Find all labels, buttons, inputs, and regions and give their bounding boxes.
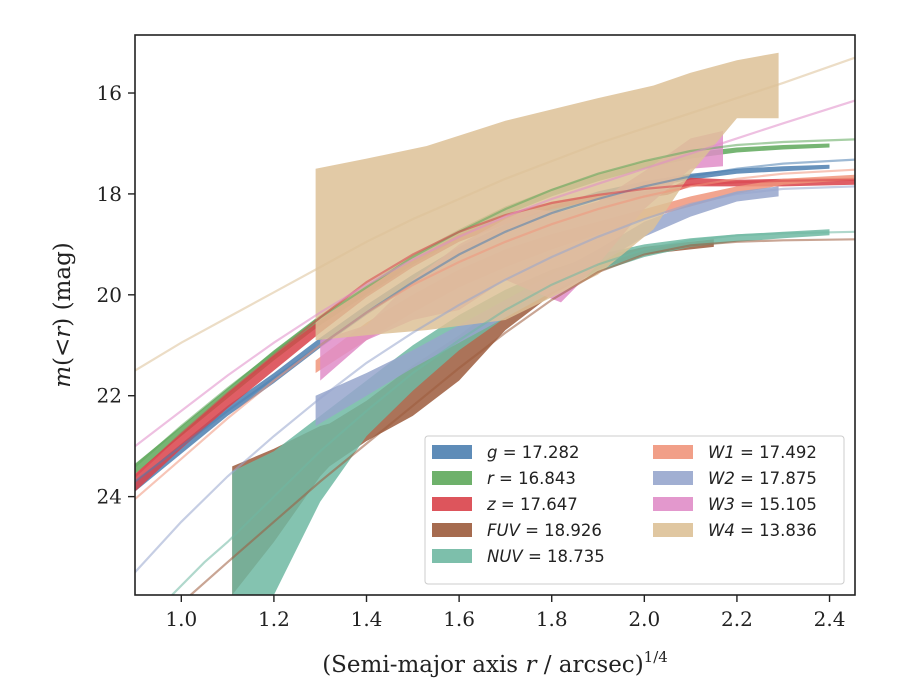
- legend-label-z: z = 17.647: [486, 495, 578, 514]
- legend-frame: [424, 435, 845, 585]
- legend-series-value: = 17.875: [735, 469, 817, 488]
- legend-series-value: = 17.282: [497, 443, 579, 462]
- x-axis-label: (Semi-major axis r / arcsec)1/4: [322, 648, 668, 678]
- y-tick-label: 18: [97, 182, 122, 206]
- legend-series-value: = 17.647: [496, 495, 578, 514]
- legend-swatch-w2: [653, 471, 693, 485]
- y-tick-label: 22: [97, 384, 122, 408]
- legend-swatch-w4: [653, 523, 693, 537]
- legend-label-w1: W1 = 17.492: [708, 443, 817, 462]
- legend-swatch-nuv: [432, 549, 472, 563]
- fit-curve-w2: [135, 185, 855, 574]
- fit-curves: [135, 56, 855, 595]
- legend-series-value: = 13.836: [735, 521, 817, 540]
- legend-series-value: = 17.492: [735, 443, 817, 462]
- x-tick-label: 1.8: [536, 607, 568, 631]
- fit-curve-nuv: [171, 230, 855, 595]
- x-tick-label: 1.6: [443, 607, 475, 631]
- legend-label-r: r = 16.843: [487, 469, 576, 488]
- legend-label-nuv: NUV = 18.735: [487, 547, 605, 566]
- legend-series-name: z: [486, 495, 496, 514]
- legend-series-name: g: [487, 443, 497, 462]
- fit-curve-r: [135, 138, 855, 468]
- legend-swatch-z: [432, 497, 472, 511]
- legend-series-value: = 18.735: [523, 547, 605, 566]
- legend-series-name: FUV: [487, 521, 522, 540]
- x-tick-label: 1.0: [165, 607, 197, 631]
- x-axis-label-text: (Semi-major axis: [322, 652, 525, 678]
- legend-series-name: W2: [708, 469, 735, 488]
- legend-series-name: W4: [708, 521, 735, 540]
- legend-label-w4: W4 = 13.836: [708, 521, 817, 540]
- x-tick-label: 1.2: [258, 607, 290, 631]
- y-axis-label-text: ) (mag): [50, 242, 76, 326]
- y-tick-label: 20: [97, 283, 122, 307]
- x-tick-label: 2.4: [814, 607, 846, 631]
- x-tick-label: 2.0: [628, 607, 660, 631]
- y-axis-label-var: m: [50, 366, 76, 388]
- fit-curve-g: [135, 158, 855, 483]
- legend-swatch-w3: [653, 497, 693, 511]
- plot-frame: [134, 34, 856, 596]
- legend-series-value: = 18.926: [520, 521, 602, 540]
- fit-curve-w1: [135, 168, 855, 500]
- legend-series-name: W3: [708, 495, 735, 514]
- x-axis-label-var: r: [525, 652, 538, 678]
- legend-swatch-w1: [653, 445, 693, 459]
- x-axis-label-sup: 1/4: [644, 648, 668, 666]
- x-tick-label: 1.4: [351, 607, 383, 631]
- x-axis-ticks: 1.0 1.2 1.4 1.6 1.8 2.0 2.2 2.4: [165, 595, 845, 631]
- legend-swatch-fuv: [432, 523, 472, 537]
- band-w4: [315, 52, 779, 341]
- x-tick-label: 2.2: [721, 607, 753, 631]
- legend-label-w2: W2 = 17.875: [708, 469, 817, 488]
- legend-series-value: = 16.843: [494, 469, 576, 488]
- y-axis-ticks: 16 18 20 22 24: [97, 81, 135, 509]
- fit-curve-w3: [135, 99, 855, 448]
- y-tick-label: 16: [97, 81, 122, 105]
- y-axis-label-mid: (<: [50, 338, 76, 366]
- legend-swatch-g: [432, 445, 472, 459]
- y-tick-label: 24: [97, 485, 122, 509]
- fit-curve-fuv: [189, 238, 855, 595]
- legend-series-name: NUV: [487, 547, 524, 566]
- legend-label-fuv: FUV = 18.926: [487, 521, 602, 540]
- fit-curve-w4: [135, 56, 855, 372]
- y-axis-label: m(<r) (mag): [50, 242, 76, 388]
- x-axis-label-text2: / arcsec): [536, 652, 643, 678]
- y-axis-label-var2: r: [50, 325, 76, 338]
- legend-label-g: g = 17.282: [487, 443, 580, 462]
- legend-series-name: r: [487, 469, 495, 488]
- legend-series-value: = 15.105: [735, 495, 817, 514]
- legend-swatch-r: [432, 471, 472, 485]
- legend-series-name: W1: [708, 443, 735, 462]
- legend-label-w3: W3 = 15.105: [708, 495, 817, 514]
